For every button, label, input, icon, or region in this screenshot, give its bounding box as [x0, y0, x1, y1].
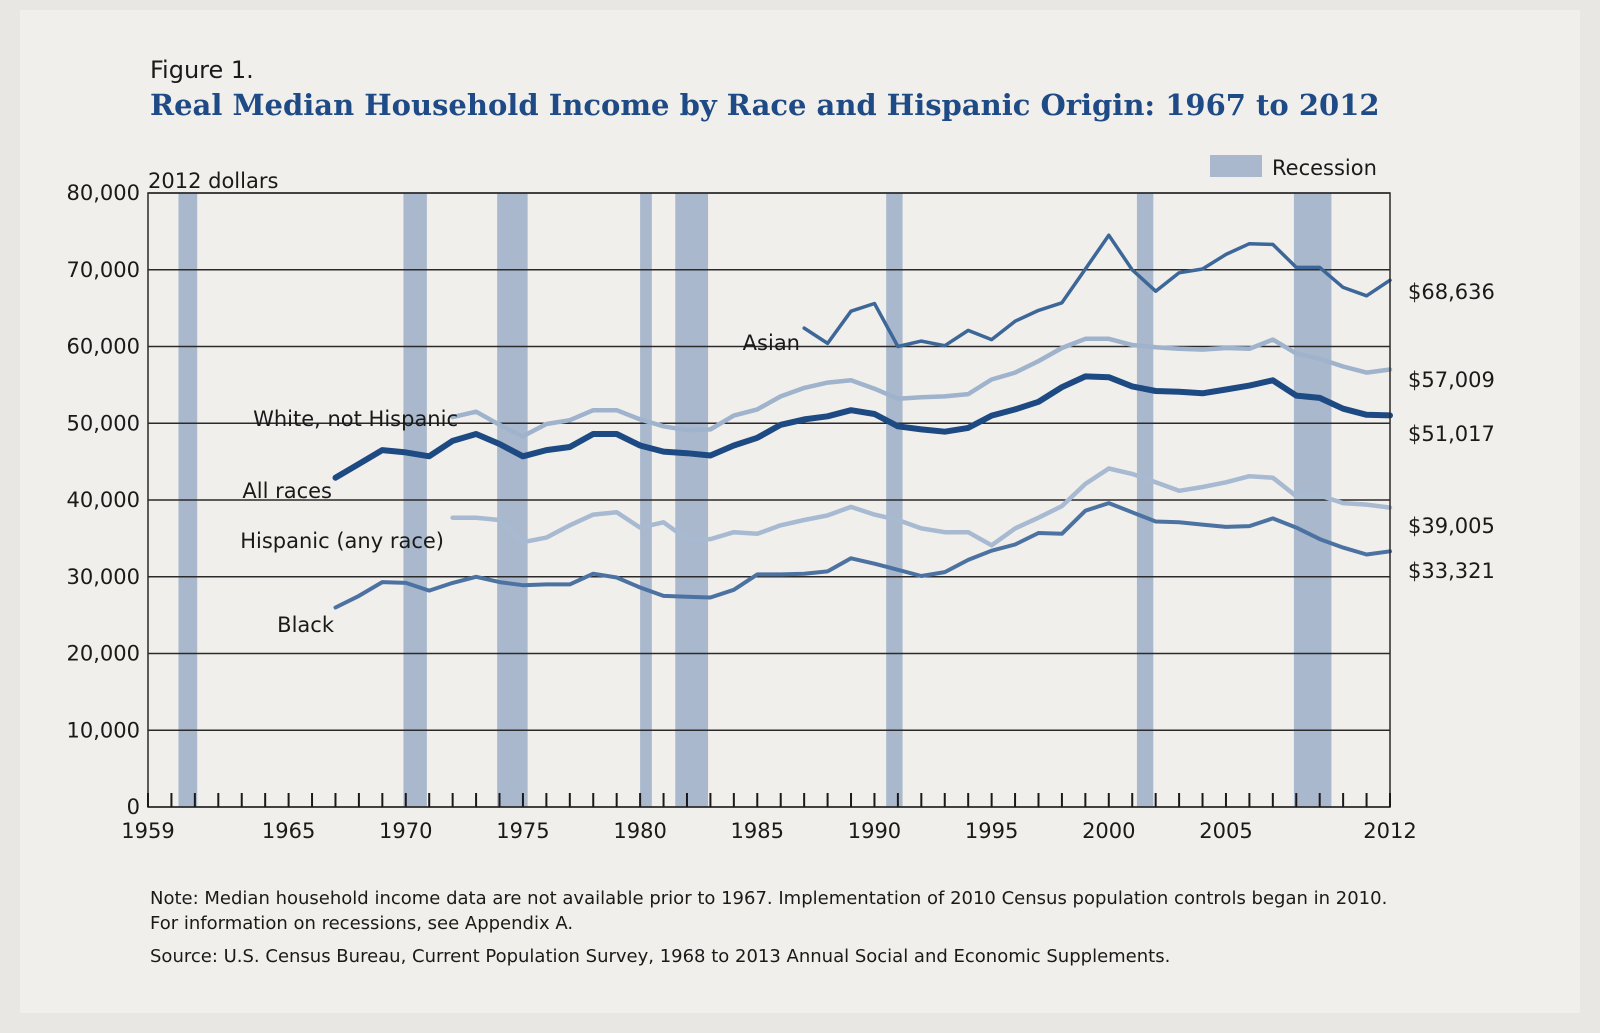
- chart-title: Real Median Household Income by Race and…: [150, 88, 1380, 122]
- x-tick-label: 1995: [965, 819, 1018, 843]
- figure-panel: Figure 1. Real Median Household Income b…: [20, 10, 1580, 1013]
- x-tick-label: 1970: [379, 819, 432, 843]
- series-line-asian: [802, 233, 1392, 349]
- series-name-label-white-not-hispanic: White, not Hispanic: [253, 407, 458, 431]
- end-value-label-all-races: $51,017: [1408, 422, 1495, 446]
- series-lines: [332, 233, 1393, 610]
- y-tick-label: 50,000: [67, 411, 140, 435]
- axes: 0 10,000 20,000 30,000 40,000 50,000 60,000 70,…: [67, 181, 1417, 843]
- y-tick-label: 60,000: [67, 335, 140, 359]
- series-name-label-hispanic: Hispanic (any race): [240, 529, 444, 553]
- series-line-all-races: [332, 373, 1393, 481]
- figure-note: Note: Median household income data are n…: [150, 888, 1388, 934]
- end-value-label-black: $33,321: [1408, 559, 1495, 583]
- x-tick-label: 1985: [731, 819, 784, 843]
- series-line-hispanic: [450, 466, 1393, 548]
- series-labels: Asian White, not Hispanic All races Hispani…: [240, 280, 1495, 637]
- end-value-label-asian: $68,636: [1408, 280, 1495, 304]
- y-tick-label: 40,000: [67, 488, 140, 512]
- x-tick-label: 1965: [262, 819, 315, 843]
- x-tick-label: 1959: [121, 819, 174, 843]
- x-tick-label: 1990: [848, 819, 901, 843]
- line-chart: 0 10,000 20,000 30,000 40,000 50,000 60,000 70,…: [67, 155, 1495, 843]
- end-value-label-hispanic: $39,005: [1408, 514, 1495, 538]
- x-tick-label: 1980: [613, 819, 666, 843]
- y-tick-label: 30,000: [67, 565, 140, 589]
- figure-label: Figure 1.: [150, 56, 254, 84]
- recession-legend-swatch: [1210, 155, 1262, 177]
- figure-source: Source: U.S. Census Bureau, Current Popu…: [150, 946, 1171, 967]
- y-tick-label: 0: [127, 795, 140, 819]
- y-tick-label: 80,000: [67, 181, 140, 205]
- x-tick-label: 2000: [1082, 819, 1135, 843]
- x-tick-label: 2005: [1199, 819, 1252, 843]
- y-tick-label: 10,000: [67, 718, 140, 742]
- end-value-label-white-not-hispanic: $57,009: [1408, 368, 1495, 392]
- series-name-label-all-races: All races: [242, 479, 332, 503]
- x-tick-label: 1975: [496, 819, 549, 843]
- recession-legend-label: Recession: [1272, 156, 1377, 180]
- y-tick-label: 70,000: [67, 258, 140, 282]
- x-tick-label: 2012: [1363, 819, 1416, 843]
- series-line-black: [333, 501, 1392, 610]
- series-name-label-black: Black: [277, 613, 335, 637]
- series-name-label-asian: Asian: [743, 331, 800, 355]
- y-tick-label: 20,000: [67, 642, 140, 666]
- gridlines: [148, 192, 1390, 808]
- y-axis-label: 2012 dollars: [148, 169, 278, 193]
- series-line-white-not-hispanic: [450, 336, 1393, 439]
- plot-frame: [147, 192, 1391, 808]
